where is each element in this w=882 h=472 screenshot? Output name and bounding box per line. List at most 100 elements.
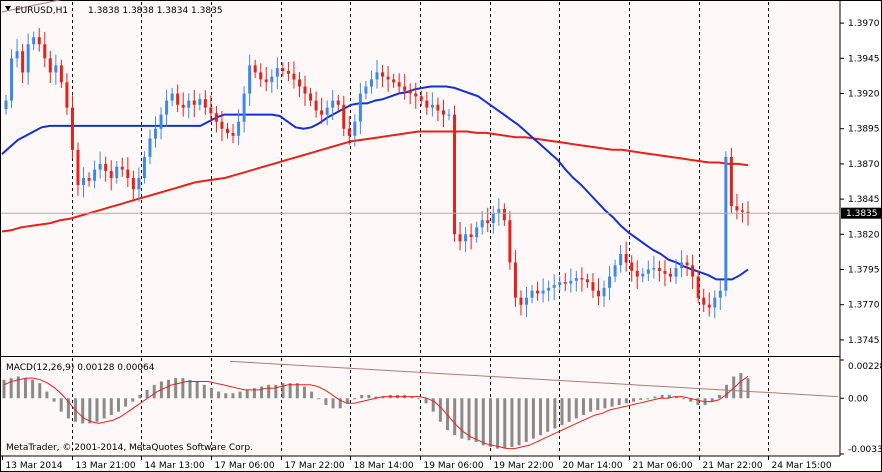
candle-body	[613, 265, 617, 277]
candle-body	[286, 70, 290, 74]
candle-body	[231, 132, 235, 136]
macd-bar	[453, 398, 457, 436]
macd-bar	[245, 389, 249, 399]
macd-bar	[481, 398, 485, 446]
candle-body	[735, 206, 739, 211]
candle-body	[225, 128, 229, 133]
macd-bar	[260, 386, 264, 399]
macd-bar	[145, 389, 149, 399]
candle-body	[159, 114, 163, 129]
candle-body	[375, 72, 379, 80]
macd-bar	[424, 398, 428, 404]
candle-body	[76, 149, 80, 186]
trend-line[interactable]	[1, 0, 70, 13]
candle-body	[392, 79, 396, 83]
symbol-header: EURUSD,H1 1.3838 1.3838 1.3834 1.3835	[5, 6, 223, 16]
time-label: 24 Mar 15:00	[772, 461, 832, 471]
macd-bar	[324, 398, 328, 405]
candle-body	[259, 72, 263, 80]
macd-bar	[116, 398, 120, 412]
macd-bar	[310, 391, 314, 399]
macd-bar	[331, 398, 335, 409]
candle-body	[469, 234, 473, 238]
candle-body	[569, 280, 573, 284]
macd-bar	[567, 398, 571, 422]
candle-body	[729, 156, 733, 207]
macd-bar	[224, 393, 228, 399]
macd-bar	[539, 398, 543, 436]
macd-bar	[124, 398, 128, 407]
macd-bar	[574, 398, 578, 419]
macd-bar	[38, 383, 42, 399]
candle-body	[320, 110, 324, 115]
macd-bar	[360, 394, 364, 399]
candle-body	[513, 262, 517, 298]
candle-body	[353, 121, 357, 136]
candle-body	[214, 113, 218, 122]
time-label: 17 Mar 22:00	[285, 461, 345, 471]
candle-body	[187, 100, 191, 108]
candle-body	[281, 68, 285, 71]
caret-down-icon[interactable]	[5, 6, 11, 11]
candle-body	[82, 178, 86, 186]
macd-bar	[23, 378, 27, 399]
candle-body	[342, 104, 346, 129]
candle-body	[419, 96, 423, 101]
candle-body	[176, 93, 180, 105]
candle-body	[242, 93, 246, 122]
candle-body	[403, 86, 407, 91]
macd-bar	[610, 398, 614, 407]
candle-body	[126, 169, 130, 178]
candle-body	[43, 44, 47, 59]
macd-label: 0.00	[848, 394, 868, 404]
candle-body	[48, 58, 52, 73]
candle-body	[220, 121, 224, 129]
candle-body	[635, 270, 639, 277]
macd-histogram	[2, 360, 839, 450]
candle-body	[237, 121, 241, 136]
macd-bar	[596, 398, 600, 411]
time-label: 18 Mar 14:00	[354, 461, 414, 471]
macd-bar	[109, 398, 113, 416]
macd-bar	[589, 398, 593, 412]
price-label: 1.3795	[848, 266, 880, 276]
price-label: 1.3820	[848, 230, 880, 240]
time-label: 14 Mar 13:00	[145, 461, 205, 471]
vertical-grid	[72, 2, 769, 454]
macd-bar	[152, 384, 156, 399]
macd-bar	[131, 398, 135, 402]
candle-body	[21, 51, 25, 73]
macd-bar	[517, 398, 521, 446]
ma-slow-line	[1, 130, 749, 233]
candle-body	[447, 114, 451, 116]
candle-body	[309, 93, 313, 101]
macd-bar	[353, 398, 357, 400]
candle-body	[657, 268, 661, 271]
price-label: 1.3945	[848, 54, 880, 64]
candle-body	[142, 156, 146, 178]
candle-body	[209, 107, 213, 114]
macd-bar	[9, 378, 13, 399]
copyright-text: MetaTrader, © 2001-2014, MetaQuotes Soft…	[6, 443, 253, 453]
candle-body	[203, 99, 207, 108]
time-label: 20 Mar 14:00	[563, 461, 623, 471]
macd-bar	[581, 398, 585, 416]
candle-body	[275, 68, 279, 77]
time-label: 19 Mar 22:00	[494, 461, 554, 471]
candle-body	[253, 65, 257, 73]
macd-bar	[295, 383, 299, 399]
macd-bar	[167, 379, 171, 399]
current-price-label: 1.3835	[846, 209, 878, 219]
macd-bar	[2, 379, 6, 399]
candle-body	[475, 227, 479, 238]
macd-bar	[531, 398, 535, 439]
ma-fast-line	[1, 85, 749, 281]
price-label: 1.3845	[848, 195, 880, 205]
candle-body	[32, 37, 36, 45]
candle-body	[436, 104, 440, 111]
macd-bar	[16, 376, 20, 399]
candle-body	[724, 156, 728, 291]
macd-trend-line[interactable]	[229, 360, 839, 398]
